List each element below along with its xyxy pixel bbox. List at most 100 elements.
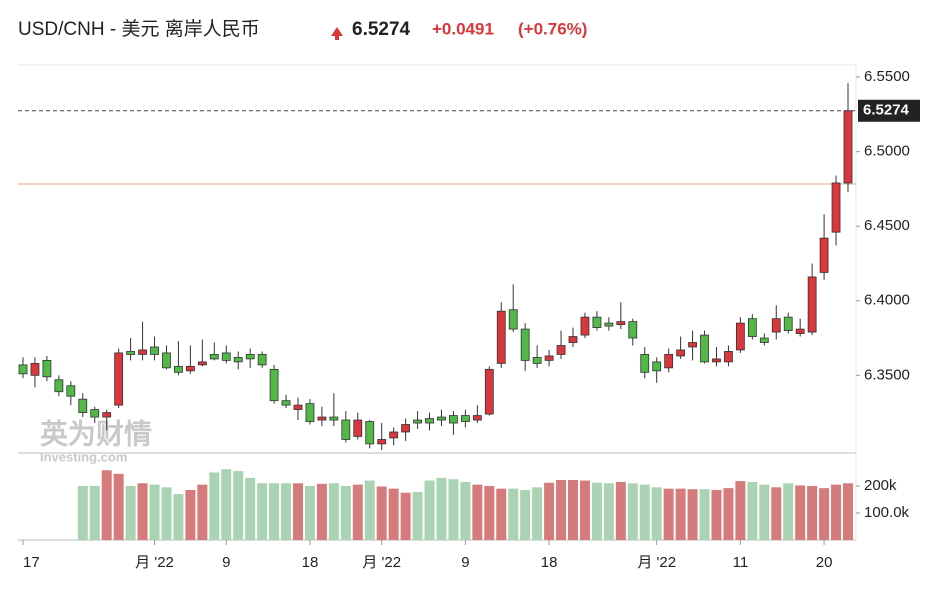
vol-tick-label: 100.0k [864, 504, 910, 521]
volume-bar [245, 477, 256, 540]
volume-bar [831, 484, 842, 540]
candle-body [174, 365, 183, 373]
x-tick-label: 11 [733, 554, 749, 571]
candle-body [640, 354, 650, 373]
candle-body [114, 352, 124, 406]
volume-bar [711, 490, 722, 540]
candle-body [460, 415, 470, 422]
candle-body [795, 328, 805, 334]
candle-body [425, 418, 434, 424]
candle-body [126, 351, 136, 355]
volume-bar [448, 479, 459, 540]
volume-bar [149, 484, 160, 540]
volume-bar [412, 491, 423, 540]
volume-bar [137, 483, 148, 540]
volume-bar [77, 485, 88, 540]
up-arrow [331, 27, 343, 40]
volume-bar [795, 485, 806, 540]
candle-body [185, 365, 195, 372]
candle-body [102, 412, 112, 418]
candle-body [401, 424, 411, 433]
plot: 6.3500 6.4000 6.4500 6.5000 6.5500 100.0k 200k… [18, 68, 920, 571]
x-tick-label: 17 [23, 554, 40, 571]
candle-body [532, 357, 542, 364]
vol-tick-label: 200k [864, 477, 897, 494]
candle-body [556, 345, 566, 355]
x-tick-label: 18 [541, 554, 558, 571]
volume-bar [759, 484, 770, 540]
volume-bar [579, 480, 590, 540]
volume-bar [591, 482, 602, 540]
volume-bar [723, 488, 734, 540]
candle-body [365, 421, 375, 445]
volume-bar [400, 492, 411, 540]
candle-body [472, 415, 482, 421]
title: USD/CNH - 美元 离岸人民币 [18, 18, 260, 40]
candle-body [819, 237, 829, 273]
volume-bar [269, 483, 280, 540]
candle-body [329, 416, 339, 421]
candle-body [42, 359, 52, 378]
last-price-box [858, 99, 920, 122]
x-tick-label: 9 [222, 554, 230, 571]
volume-bar [293, 483, 303, 540]
volume-bar [304, 485, 315, 540]
volume-bar [388, 488, 399, 540]
volume-bar [89, 485, 100, 540]
x-tick-label: 9 [461, 554, 469, 571]
x-tick-label: 月 '22 [135, 554, 174, 571]
volume-bar [615, 481, 626, 540]
volume-bar [663, 488, 674, 540]
volume-bar [460, 481, 471, 540]
x-tick-label: 月 '22 [637, 554, 676, 571]
volume-bar [675, 488, 686, 540]
candle-body [389, 431, 399, 439]
volume-bar [603, 483, 614, 540]
volume-bar [639, 484, 650, 540]
candle-body [496, 310, 506, 364]
volume-bar [783, 483, 794, 540]
candle-body [628, 321, 638, 339]
volume-bar [568, 480, 578, 540]
y-tick-label: 6.3500 [864, 366, 910, 383]
volume-bar [221, 469, 232, 540]
watermark: 英为财情 [40, 418, 152, 449]
candle-body [305, 403, 315, 422]
candle-body [771, 318, 781, 333]
candle-body [353, 419, 363, 437]
candle-body [735, 322, 745, 351]
volume-bar [340, 485, 351, 540]
candle-body [807, 276, 817, 333]
volume-bar [520, 490, 531, 540]
volume-bar [687, 489, 698, 540]
candle-body [221, 352, 231, 361]
candle-body [664, 354, 674, 369]
candle-body [293, 404, 303, 411]
x-tick-label: 月 '22 [362, 554, 401, 571]
candle-body [257, 354, 267, 366]
volume-bar [484, 485, 495, 540]
candle-body [30, 362, 40, 376]
y-tick-label: 6.5500 [864, 68, 910, 85]
volume-bar [352, 484, 363, 540]
volume-bar [735, 481, 746, 540]
candle-body [616, 321, 626, 326]
volume-bar [209, 472, 220, 540]
candle-body [688, 342, 697, 348]
candle-body [484, 368, 494, 415]
candle-body [281, 400, 291, 406]
price: 6.5274 [352, 19, 411, 40]
candle-body [520, 328, 530, 361]
volume-bar [281, 483, 292, 540]
candle-body [592, 316, 602, 328]
candle-body [508, 309, 518, 330]
candle-body [18, 364, 28, 375]
volume-bar [125, 485, 136, 540]
volume-bar [544, 482, 555, 540]
x-tick-label: 18 [302, 554, 319, 571]
volume-bar [257, 483, 268, 540]
volume-bar [627, 483, 638, 540]
volume-bar [233, 471, 244, 540]
last-price-label: 6.5274 [863, 102, 910, 119]
